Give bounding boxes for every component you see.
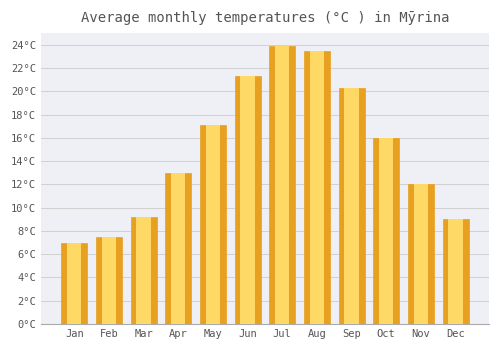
Bar bbox=[130, 217, 156, 324]
Bar bbox=[200, 125, 226, 324]
Bar bbox=[442, 219, 468, 324]
Bar bbox=[344, 88, 358, 324]
Bar bbox=[206, 125, 220, 324]
Bar bbox=[338, 88, 364, 324]
Bar bbox=[96, 237, 122, 324]
Bar bbox=[408, 184, 434, 324]
Bar bbox=[270, 46, 295, 324]
Bar bbox=[310, 51, 324, 324]
Title: Average monthly temperatures (°C ) in Mȳrina: Average monthly temperatures (°C ) in Mȳ… bbox=[80, 11, 449, 25]
Bar bbox=[62, 243, 88, 324]
Bar bbox=[379, 138, 394, 324]
Bar bbox=[448, 219, 462, 324]
Bar bbox=[414, 184, 428, 324]
Bar bbox=[240, 76, 255, 324]
Bar bbox=[136, 217, 151, 324]
Bar bbox=[275, 46, 289, 324]
Bar bbox=[373, 138, 399, 324]
Bar bbox=[67, 243, 82, 324]
Bar bbox=[171, 173, 186, 324]
Bar bbox=[304, 51, 330, 324]
Bar bbox=[166, 173, 192, 324]
Bar bbox=[234, 76, 260, 324]
Bar bbox=[102, 237, 116, 324]
